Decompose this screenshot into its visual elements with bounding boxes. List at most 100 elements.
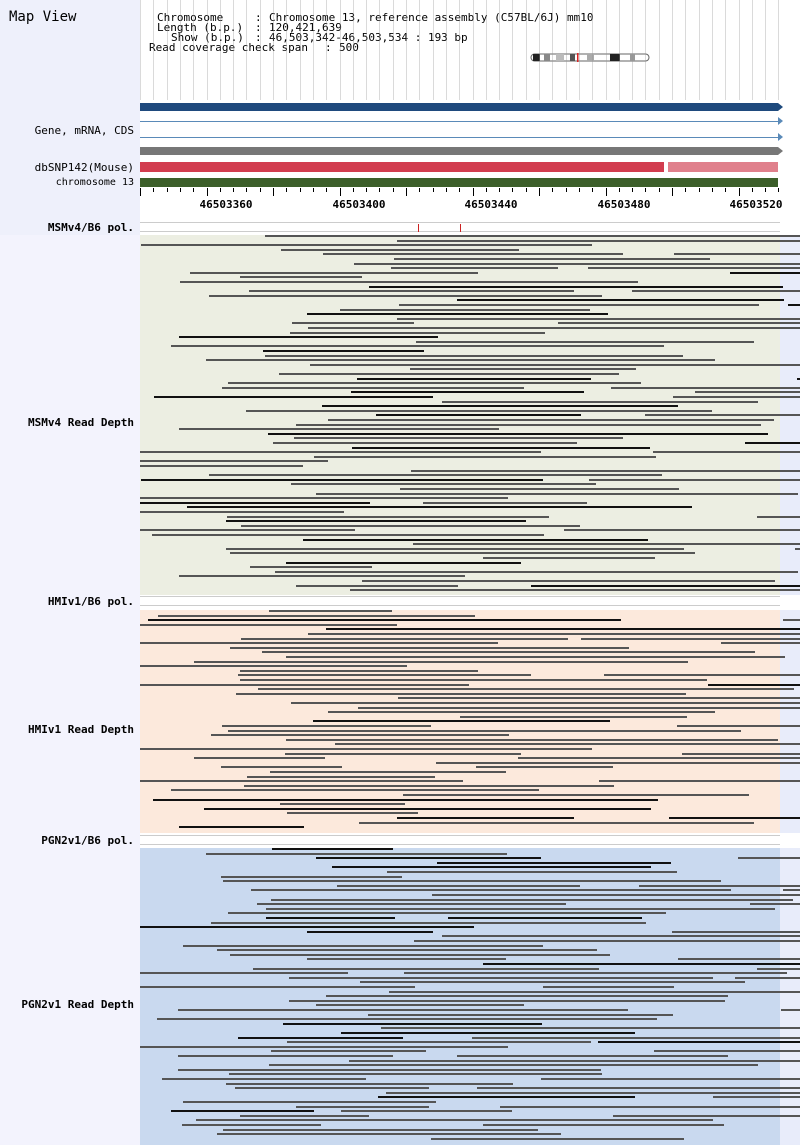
read-segment[interactable] (482, 963, 800, 965)
read-segment[interactable] (295, 423, 762, 426)
read-segment[interactable] (170, 1110, 315, 1113)
gene-bar[interactable] (140, 103, 778, 111)
read-segment[interactable] (341, 1110, 513, 1113)
read-segment[interactable] (323, 253, 624, 256)
read-segment[interactable] (787, 304, 800, 306)
read-segment[interactable] (796, 377, 800, 380)
read-segment[interactable] (385, 1091, 800, 1094)
read-segment[interactable] (186, 506, 692, 509)
read-segment[interactable] (707, 683, 800, 686)
read-segment[interactable] (227, 912, 667, 915)
read-segment[interactable] (236, 692, 686, 695)
read-segment[interactable] (151, 534, 544, 536)
read-segment[interactable] (411, 469, 800, 472)
read-segment[interactable] (587, 267, 800, 270)
read-segment[interactable] (430, 1137, 684, 1140)
read-segment[interactable] (326, 995, 728, 998)
read-segment[interactable] (248, 290, 574, 293)
read-segment[interactable] (531, 584, 800, 587)
read-segment[interactable] (391, 267, 558, 270)
read-segment[interactable] (216, 949, 598, 952)
read-segment[interactable] (356, 377, 591, 380)
read-segment[interactable] (182, 1101, 437, 1103)
read-segment[interactable] (239, 679, 708, 681)
read-segment[interactable] (734, 976, 800, 979)
read-segment[interactable] (244, 784, 615, 787)
read-segment[interactable] (153, 798, 658, 801)
read-segment[interactable] (313, 455, 656, 458)
read-segment[interactable] (208, 474, 663, 477)
read-segment[interactable] (264, 354, 684, 357)
read-segment[interactable] (422, 501, 588, 504)
read-segment[interactable] (782, 619, 800, 622)
read-segment[interactable] (287, 1041, 591, 1044)
pol-row[interactable] (140, 222, 780, 232)
read-segment[interactable] (564, 529, 800, 532)
read-segment[interactable] (589, 478, 800, 481)
read-segment[interactable] (375, 414, 581, 417)
read-segment[interactable] (229, 646, 629, 649)
read-segment[interactable] (293, 437, 623, 440)
read-segment[interactable] (240, 1114, 369, 1117)
read-segment[interactable] (227, 729, 742, 732)
read-segment[interactable] (756, 967, 800, 970)
read-segment[interactable] (179, 575, 465, 578)
read-segment[interactable] (229, 552, 695, 555)
read-segment[interactable] (140, 780, 463, 783)
read-segment[interactable] (403, 794, 749, 796)
read-segment[interactable] (308, 327, 800, 329)
read-segment[interactable] (241, 524, 581, 527)
dbsnp-bar[interactable] (140, 162, 664, 172)
read-segment[interactable] (500, 1105, 800, 1108)
read-segment[interactable] (280, 803, 406, 806)
read-segment[interactable] (235, 1087, 429, 1090)
read-segment[interactable] (745, 442, 800, 444)
read-segment[interactable] (179, 336, 439, 339)
read-segment[interactable] (181, 1124, 321, 1126)
read-segment[interactable] (334, 743, 800, 746)
chromosome-ideogram[interactable] (530, 53, 650, 62)
read-segment[interactable] (246, 409, 712, 412)
read-segment[interactable] (339, 308, 590, 311)
read-segment[interactable] (266, 917, 396, 919)
read-segment[interactable] (154, 396, 434, 398)
read-segment[interactable] (210, 921, 646, 924)
read-segment[interactable] (341, 1032, 636, 1034)
read-segment[interactable] (281, 248, 519, 251)
read-segment[interactable] (288, 999, 726, 1002)
read-segment[interactable] (307, 958, 507, 961)
read-segment[interactable] (307, 633, 800, 635)
read-segment[interactable] (270, 1050, 426, 1053)
read-segment[interactable] (750, 903, 800, 906)
read-segment[interactable] (258, 688, 794, 691)
read-segment[interactable] (288, 976, 713, 979)
read-segment[interactable] (278, 373, 619, 375)
read-segment[interactable] (141, 244, 592, 247)
read-segment[interactable] (249, 566, 373, 569)
mrna-line-2[interactable] (140, 137, 778, 138)
read-segment[interactable] (140, 683, 470, 686)
read-segment[interactable] (140, 529, 355, 532)
read-segment[interactable] (613, 1114, 800, 1117)
read-segment[interactable] (678, 958, 800, 961)
read-segment[interactable] (460, 715, 688, 718)
read-segment[interactable] (359, 981, 746, 984)
read-segment[interactable] (325, 628, 800, 631)
read-segment[interactable] (141, 478, 544, 481)
read-segment[interactable] (275, 570, 799, 573)
read-segment[interactable] (713, 1096, 800, 1099)
read-segment[interactable] (398, 304, 760, 306)
read-segment[interactable] (178, 1068, 601, 1071)
read-segment[interactable] (241, 637, 569, 640)
read-segment[interactable] (194, 757, 326, 760)
read-segment[interactable] (267, 432, 769, 435)
read-segment[interactable] (256, 903, 566, 906)
read-segment[interactable] (286, 656, 786, 658)
read-segment[interactable] (178, 428, 500, 431)
read-pileup[interactable] (140, 235, 800, 595)
read-segment[interactable] (676, 725, 800, 727)
read-segment[interactable] (482, 1124, 725, 1126)
read-segment[interactable] (359, 821, 754, 824)
read-segment[interactable] (471, 1036, 800, 1039)
read-segment[interactable] (268, 1064, 758, 1067)
